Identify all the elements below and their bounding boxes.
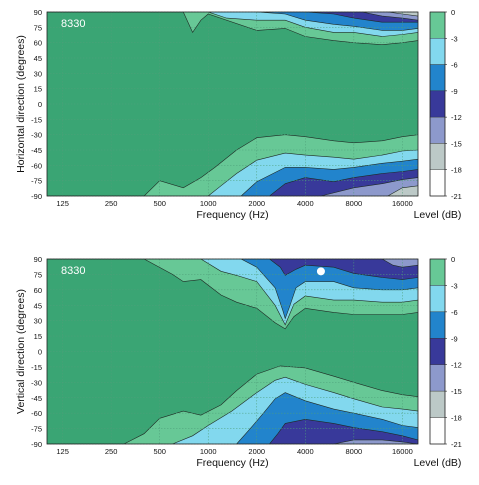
y-tick-label: 15	[34, 332, 42, 341]
reference-marker	[316, 267, 325, 276]
y-tick-label: 15	[34, 85, 42, 94]
y-tick-label: 60	[34, 286, 42, 295]
y-tick-label: 90	[34, 255, 42, 264]
colorbar-tick-label: -6	[451, 61, 458, 70]
contour-bottom-level-15	[333, 439, 418, 444]
colorbar-tick-label: -3	[451, 34, 458, 43]
plot-frame	[46, 258, 419, 445]
y-tick-label: -30	[31, 131, 42, 140]
contour-bands	[47, 12, 418, 196]
x-tick-label: 4000	[297, 447, 314, 456]
x-tick-label: 250	[105, 199, 118, 208]
colorbar-tick-label: -3	[451, 281, 458, 290]
colorbar-tick-label: -6	[451, 308, 458, 317]
contour-top-level-15	[381, 259, 418, 268]
colorbar-swatch-6	[429, 38, 446, 65]
colorbar-swatch-9	[429, 64, 446, 92]
y-tick-label: -15	[31, 363, 42, 372]
colorbar-tick-label: -18	[451, 166, 462, 175]
colorbar-tick-label: -12	[451, 113, 462, 122]
colorbar-swatch-9	[429, 311, 446, 339]
y-tick-label: -60	[31, 161, 42, 170]
y-tick-label: -45	[31, 146, 42, 155]
colorbar-frame	[429, 11, 446, 197]
x-tick-label: 8000	[345, 447, 362, 456]
y-tick-label: -75	[31, 425, 42, 434]
y-tick-label: -90	[31, 192, 42, 201]
colorbar-swatch-15	[429, 364, 446, 392]
x-tick-label: 16000	[392, 199, 413, 208]
colorbar-swatch-18	[429, 390, 446, 418]
y-tick-label: -45	[31, 394, 42, 403]
chart-badge: 8330	[61, 18, 85, 30]
y-tick-label: 75	[34, 23, 42, 32]
y-tick-label: 90	[34, 8, 42, 17]
y-tick-label: 45	[34, 54, 42, 63]
chart-badge: 8330	[61, 265, 85, 277]
y-tick-label: -90	[31, 440, 42, 449]
colorbar-tick-label: -9	[451, 87, 458, 96]
y-tick-label: -15	[31, 115, 42, 124]
y-tick-label: 0	[38, 348, 42, 357]
y-tick-label: 60	[34, 39, 42, 48]
contour-bottom-level-15	[320, 177, 418, 196]
x-tick-label: 125	[56, 447, 69, 456]
plot-frame	[46, 11, 419, 197]
colorbar-swatch-3	[429, 258, 446, 286]
colorbar-swatch-3	[429, 11, 446, 39]
colorbar-swatch-15	[429, 116, 446, 144]
colorbar-swatch-6	[429, 285, 446, 313]
y-axis-label: Vertical direction (degrees)	[15, 289, 27, 414]
y-tick-label: 45	[34, 301, 42, 310]
x-tick-label: 1000	[200, 447, 217, 456]
colorbar-tick-label: -15	[451, 139, 462, 148]
x-tick-label: 125	[56, 199, 69, 208]
x-tick-label: 2000	[248, 199, 265, 208]
colorbar-label: Level (dB)	[414, 457, 462, 469]
y-tick-label: -60	[31, 409, 42, 418]
y-tick-label: 30	[34, 317, 42, 326]
colorbar: 0 -3 -6 -9 -12 -15 -18 -21 Level (dB)	[414, 255, 462, 469]
y-tick-label: -30	[31, 378, 42, 387]
contour-bottom-level-18	[387, 185, 418, 196]
colorbar-tick-label: -21	[451, 440, 462, 449]
colorbar-tick-label: -21	[451, 192, 462, 201]
colorbar-tick-label: -18	[451, 414, 462, 423]
x-tick-label: 500	[153, 447, 166, 456]
colorbar-swatch-21	[429, 417, 446, 445]
x-tick-label: 16000	[392, 447, 413, 456]
contour-bottom-level-12	[269, 418, 418, 444]
x-tick-label: 8000	[345, 199, 362, 208]
colorbar-tick-label: -12	[451, 361, 462, 370]
colorbar-swatch-12	[429, 90, 446, 118]
x-tick-label: 1000	[200, 199, 217, 208]
colorbar-swatch-12	[429, 338, 446, 365]
colorbar-frame	[429, 258, 446, 445]
y-tick-label: 30	[34, 69, 42, 78]
x-axis-label: Frequency (Hz)	[196, 209, 268, 221]
colorbar-label: Level (dB)	[414, 209, 462, 221]
colorbar-tick-label: -9	[451, 334, 458, 343]
x-tick-label: 4000	[297, 199, 314, 208]
x-tick-label: 250	[105, 447, 118, 456]
colorbar-swatch-21	[429, 169, 446, 197]
colorbar-tick-label: -15	[451, 387, 462, 396]
y-tick-label: 0	[38, 100, 42, 109]
colorbar-swatch-18	[429, 143, 446, 170]
x-tick-label: 500	[153, 199, 166, 208]
colorbar-tick-label: 0	[451, 255, 455, 264]
colorbar: 0 -3 -6 -9 -12 -15 -18 -21 Level (dB)	[414, 8, 462, 221]
colorbar-tick-label: 0	[451, 8, 455, 17]
contour-top-level-18	[387, 12, 418, 17]
y-axis-label: Horizontal direction (degrees)	[15, 35, 27, 173]
x-axis-label: Frequency (Hz)	[196, 457, 268, 469]
x-tick-label: 2000	[248, 447, 265, 456]
y-tick-label: 75	[34, 270, 42, 279]
y-tick-label: -75	[31, 177, 42, 186]
